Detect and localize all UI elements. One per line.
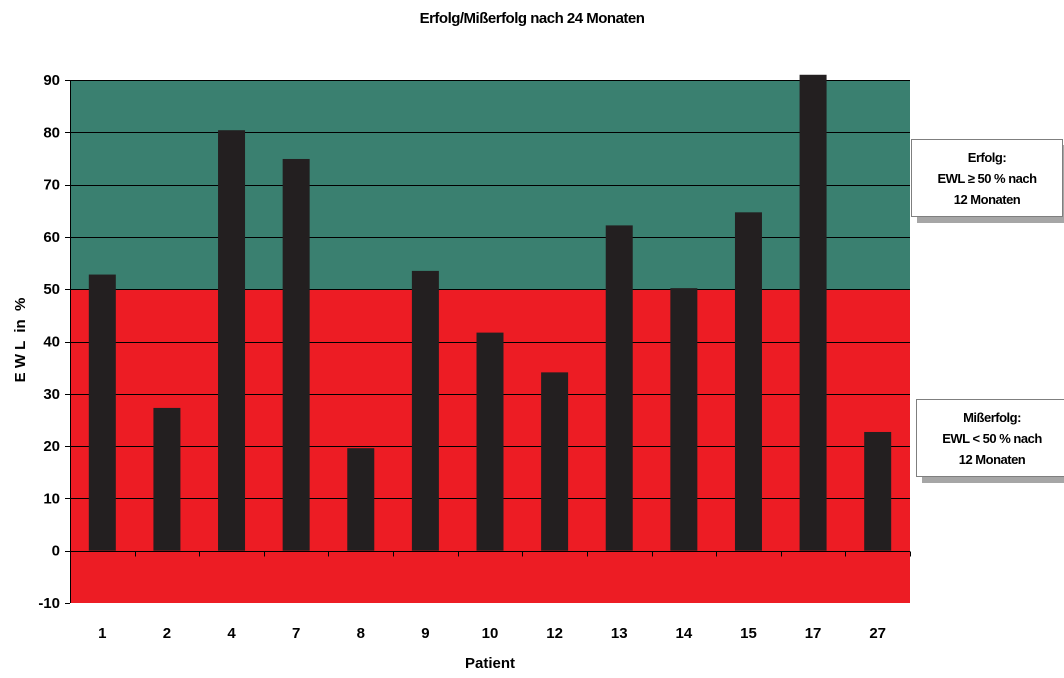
legend-failure-box: Mißerfolg: EWL < 50 % nach 12 Monaten — [916, 399, 1064, 477]
legend-success-line-1: Erfolg: — [967, 149, 1007, 165]
legend-success-line-2: EWL ≥ 50 % nach — [937, 170, 1037, 186]
x-tick-label-7: 7 — [292, 625, 300, 642]
bar-patient-2 — [153, 407, 181, 551]
bar-patient-8 — [347, 448, 375, 551]
x-tick-label-8: 8 — [357, 625, 365, 642]
x-tick-label-15: 15 — [740, 625, 757, 642]
success-region — [70, 80, 910, 290]
y-tick-label-8: 70 — [43, 177, 60, 194]
y-tick-label-7: 60 — [43, 229, 60, 246]
bar-patient-14 — [670, 288, 698, 551]
legend-success-line-3: 12 Monaten — [953, 191, 1021, 207]
legend-failure-line-1: Mißerfolg: — [963, 409, 1021, 425]
x-tick-label-17: 17 — [805, 625, 822, 642]
x-tick-label-1: 1 — [98, 625, 106, 642]
y-tick-label-4: 30 — [43, 386, 60, 403]
y-axis-title: E W L in % — [12, 298, 29, 383]
x-tick-label-13: 13 — [611, 625, 628, 642]
bar-patient-13 — [605, 225, 633, 551]
y-tick-label-2: 10 — [43, 490, 60, 507]
y-tick-label-5: 40 — [43, 334, 60, 351]
bar-patient-15 — [734, 212, 762, 551]
x-tick-label-9: 9 — [421, 625, 429, 642]
bar-patient-1 — [88, 274, 116, 551]
bar-patient-27 — [864, 431, 892, 551]
x-tick-label-4: 4 — [227, 625, 236, 642]
legend-failure-line-2: EWL < 50 % nach — [942, 430, 1042, 446]
bar-patient-10 — [476, 332, 504, 551]
bar-patient-17 — [799, 74, 827, 551]
x-tick-label-2: 2 — [163, 625, 171, 642]
bar-patient-12 — [541, 372, 569, 551]
chart-title: Erfolg/Mißerfolg nach 24 Monaten — [419, 10, 645, 27]
x-tick-label-12: 12 — [546, 625, 563, 642]
x-axis-title: Patient — [465, 655, 515, 672]
y-tick-label-0: -10 — [38, 595, 60, 612]
bar-patient-4 — [218, 130, 246, 551]
y-tick-label-10: 90 — [43, 72, 60, 89]
x-tick-label-14: 14 — [676, 625, 693, 642]
y-tick-label-1: 0 — [52, 543, 60, 560]
x-tick-label-10: 10 — [482, 625, 499, 642]
legend-failure-line-3: 12 Monaten — [958, 451, 1026, 467]
legend-success-box: Erfolg: EWL ≥ 50 % nach 12 Monaten — [911, 139, 1063, 217]
bar-patient-9 — [411, 270, 439, 551]
y-tick-label-3: 20 — [43, 438, 60, 455]
x-tick-label-27: 27 — [869, 625, 886, 642]
y-tick-label-6: 50 — [43, 281, 60, 298]
y-tick-label-9: 80 — [43, 124, 60, 141]
bar-patient-7 — [282, 158, 310, 551]
